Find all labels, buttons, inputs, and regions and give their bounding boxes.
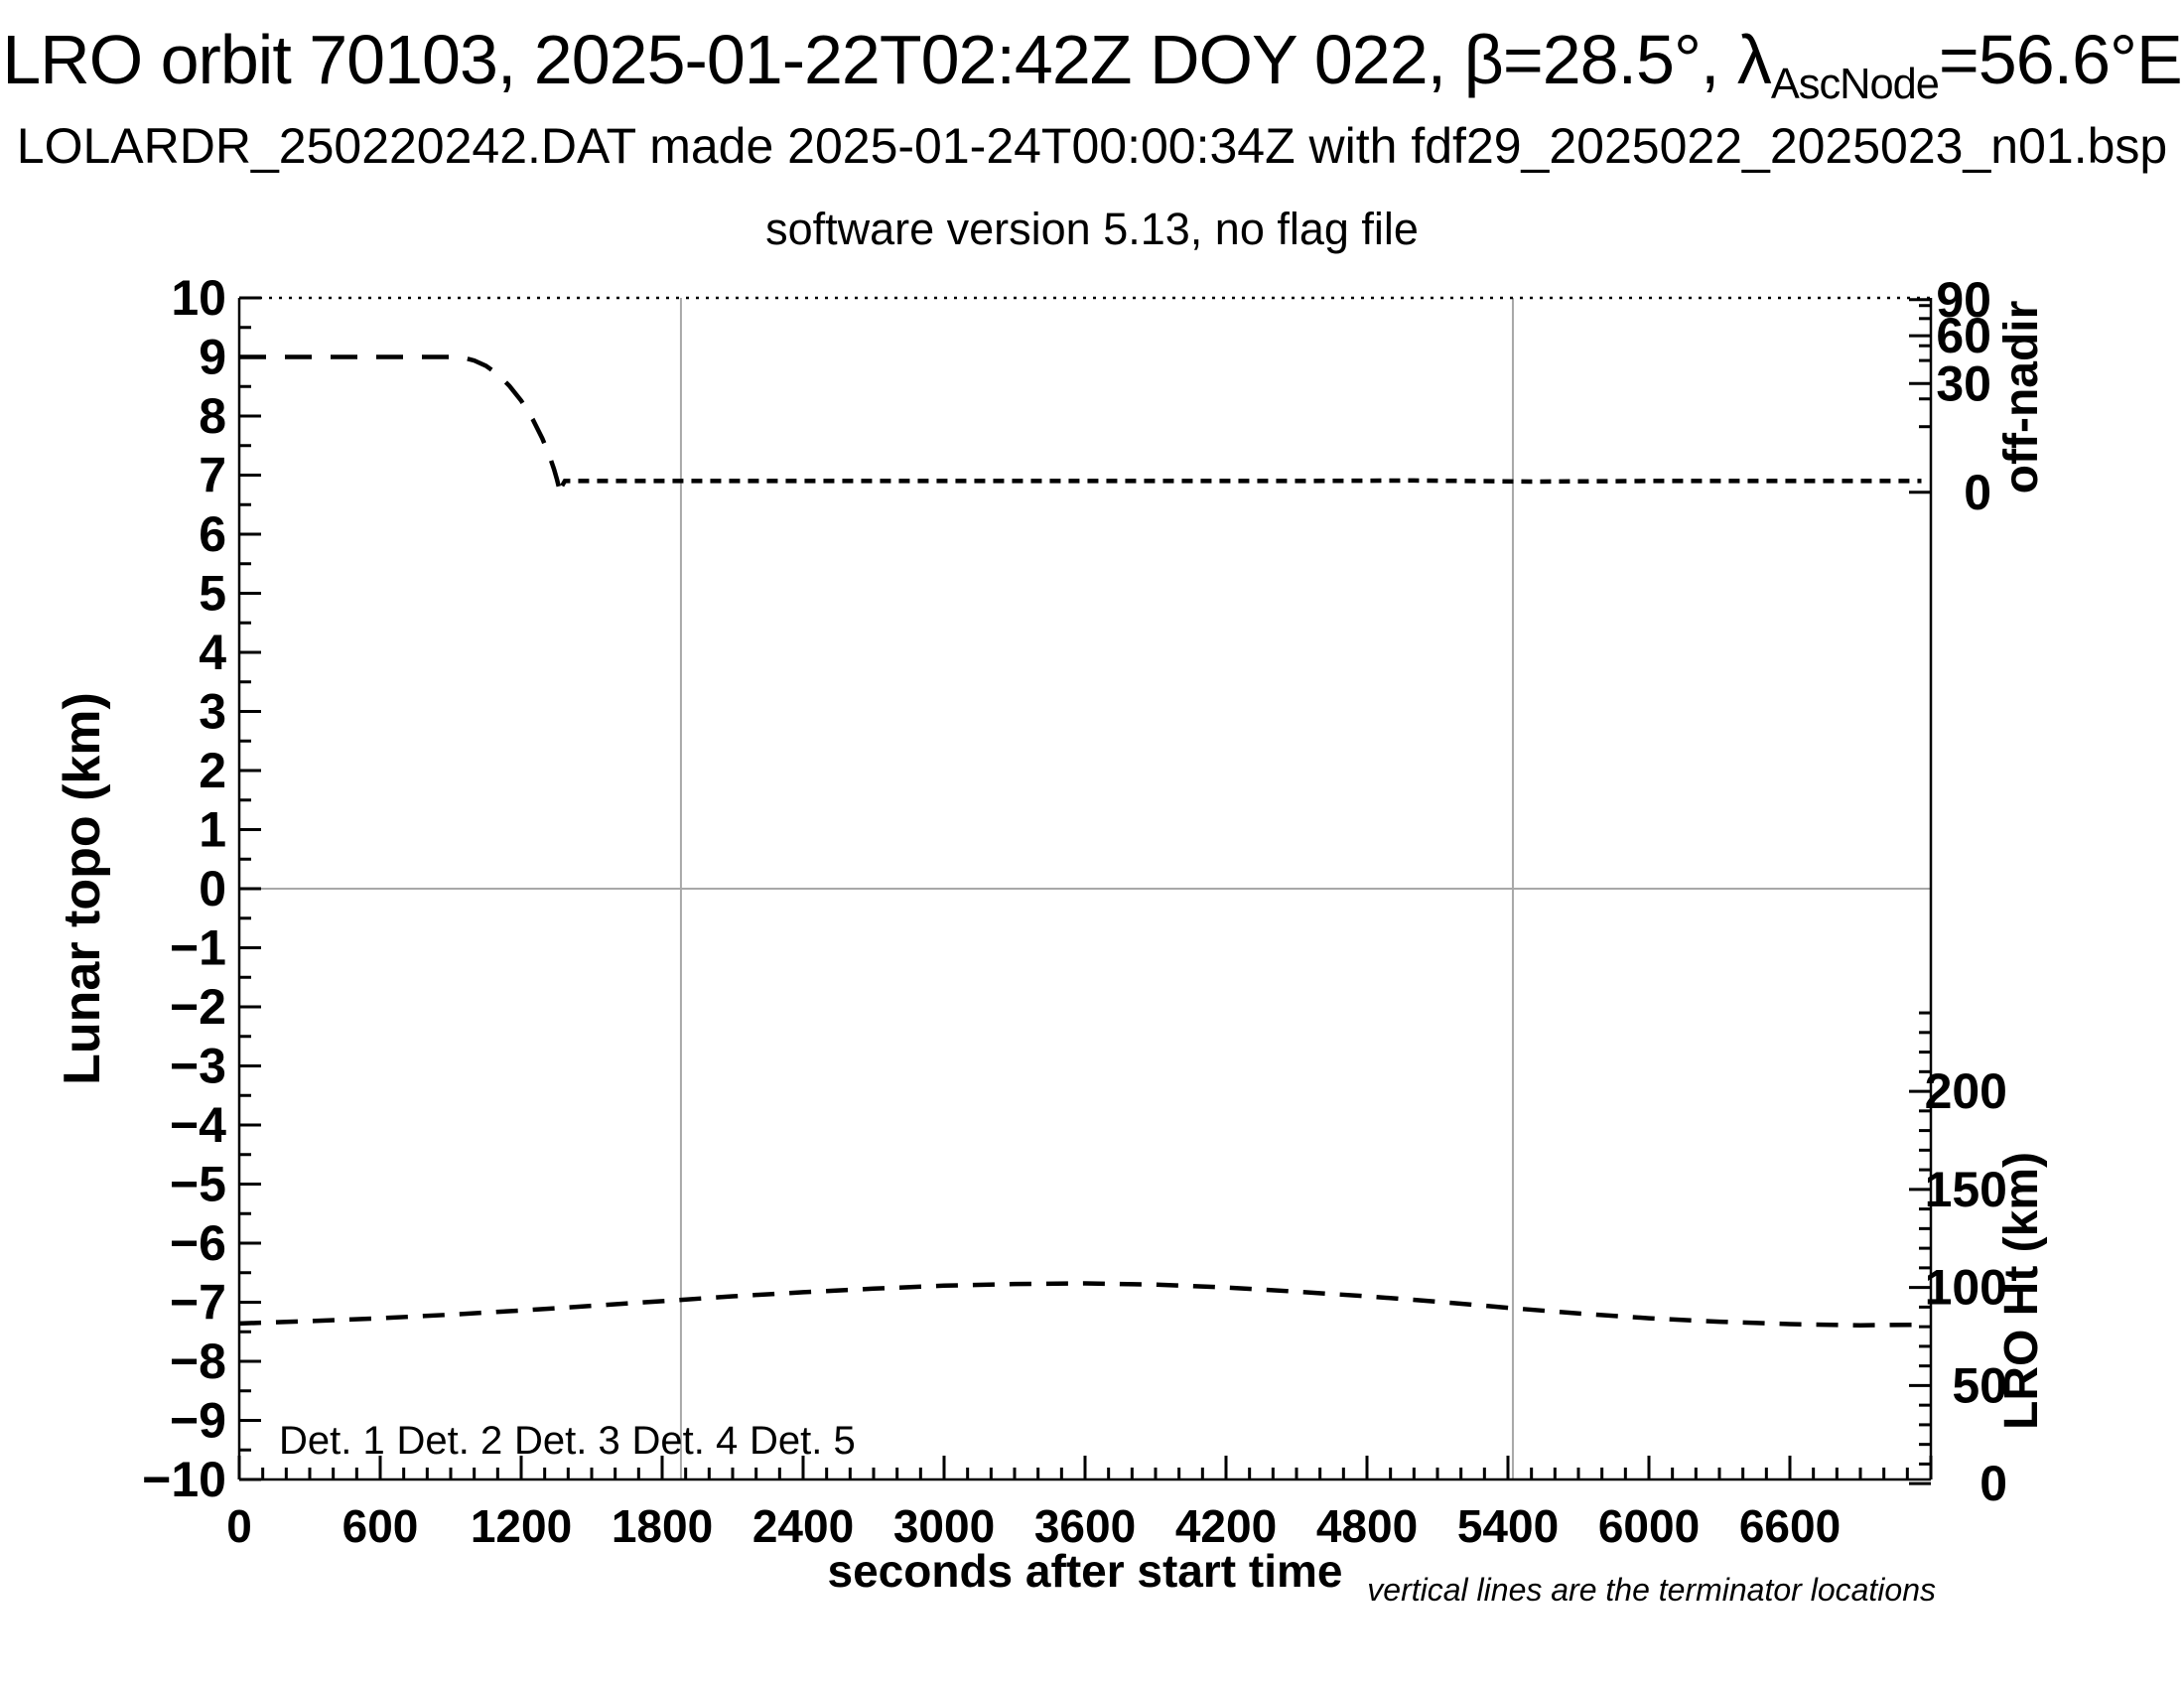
lro-ht-tick-label: 50 xyxy=(1952,1357,2007,1413)
lro-ht-axis-title: LRO Ht (km) xyxy=(1995,1152,2048,1430)
x-tick-label: 6000 xyxy=(1598,1500,1700,1552)
subtitle-software-version: software version 5.13, no flag file xyxy=(765,204,1419,254)
y-tick-label: 2 xyxy=(199,743,226,798)
lro-ht-tick-label: 200 xyxy=(1925,1063,2007,1119)
lro-height-curve xyxy=(238,1281,1922,1328)
x-tick-label: 4200 xyxy=(1175,1500,1277,1552)
legend-item: Det. 3 xyxy=(514,1419,620,1463)
x-axis: 0 600 1200 1800 2400 3000 3600 4200 4800 5400 6000… xyxy=(226,1456,1933,1552)
x-tick-label: 1200 xyxy=(471,1500,572,1552)
y-tick-label: −3 xyxy=(170,1039,226,1094)
y-tick-label: −8 xyxy=(170,1334,226,1389)
y-tick-label: 0 xyxy=(199,861,226,916)
lro-ht-axis: 0 50 100 150 200 xyxy=(1909,1011,2007,1511)
x-tick-label: 3600 xyxy=(1034,1500,1136,1552)
axis-titles: Lunar topo (km) seconds after start time o… xyxy=(54,301,2048,1597)
x-axis-title: seconds after start time xyxy=(828,1545,1343,1597)
curves xyxy=(238,354,1922,1328)
lro-ht-tick-label: 100 xyxy=(1925,1260,2007,1316)
y-tick-label: 3 xyxy=(199,684,226,740)
y-tick-label: 6 xyxy=(199,506,226,562)
y-tick-label: −10 xyxy=(142,1452,226,1507)
legend-item: Det. 5 xyxy=(750,1419,856,1463)
y-tick-label: 4 xyxy=(199,625,226,680)
lro-ht-tick-label: 0 xyxy=(1979,1456,2007,1511)
lro-ht-tick-label: 150 xyxy=(1925,1162,2007,1217)
off-nadir-curve-settled xyxy=(560,478,1922,488)
y-tick-label: 1 xyxy=(199,802,226,858)
y-tick-label: 10 xyxy=(171,270,226,326)
title-prefix: LRO orbit 70103, 2025-01-22T02:42Z DOY 0… xyxy=(2,21,1772,98)
off-nadir-tick-label: 90 xyxy=(1936,272,1991,328)
x-tick-label: 4800 xyxy=(1316,1500,1418,1552)
page-title: LRO orbit 70103, 2025-01-22T02:42Z DOY 0… xyxy=(0,20,2184,109)
y-axis-title: Lunar topo (km) xyxy=(54,692,111,1085)
legend-item: Det. 2 xyxy=(397,1419,503,1463)
x-tick-label: 600 xyxy=(342,1500,419,1552)
off-nadir-curve-slew xyxy=(239,354,565,495)
x-tick-label: 3000 xyxy=(893,1500,995,1552)
detector-legend: Det. 1 Det. 2 Det. 3 Det. 4 Det. 5 xyxy=(279,1419,856,1463)
terminator-note: vertical lines are the terminator locati… xyxy=(1367,1572,1936,1608)
y-tick-label: −5 xyxy=(170,1157,226,1212)
x-tick-label: 6600 xyxy=(1739,1500,1841,1552)
y-tick-label: −4 xyxy=(170,1097,226,1153)
y-tick-label: −7 xyxy=(170,1275,226,1331)
legend-item: Det. 1 xyxy=(279,1419,385,1463)
y-tick-label: 7 xyxy=(199,448,226,503)
y-tick-label: −9 xyxy=(170,1393,226,1449)
x-tick-label: 5400 xyxy=(1457,1500,1559,1552)
x-tick-label: 2400 xyxy=(752,1500,854,1552)
y-tick-label: −1 xyxy=(170,920,226,976)
y-tick-label: −6 xyxy=(170,1215,226,1271)
y-tick-label: 5 xyxy=(199,566,226,622)
off-nadir-tick-label: 0 xyxy=(1964,465,1991,520)
title-suffix: =56.6°E xyxy=(1938,21,2183,98)
y-tick-label: 8 xyxy=(199,388,226,444)
off-nadir-axis-title: off-nadir xyxy=(1995,301,2048,494)
y-tick-label: −2 xyxy=(170,979,226,1035)
off-nadir-tick-label: 60 xyxy=(1936,308,1991,363)
x-tick-label: 0 xyxy=(226,1500,252,1552)
off-nadir-tick-label: 30 xyxy=(1936,355,1991,411)
title-subscript: AscNode xyxy=(1770,61,1940,108)
legend-item: Det. 4 xyxy=(632,1419,739,1463)
subtitle-data-file: LOLARDR_250220242.DAT made 2025-01-24T00… xyxy=(16,118,2168,174)
y-tick-label: 9 xyxy=(199,330,226,385)
x-tick-label: 1800 xyxy=(612,1500,713,1552)
